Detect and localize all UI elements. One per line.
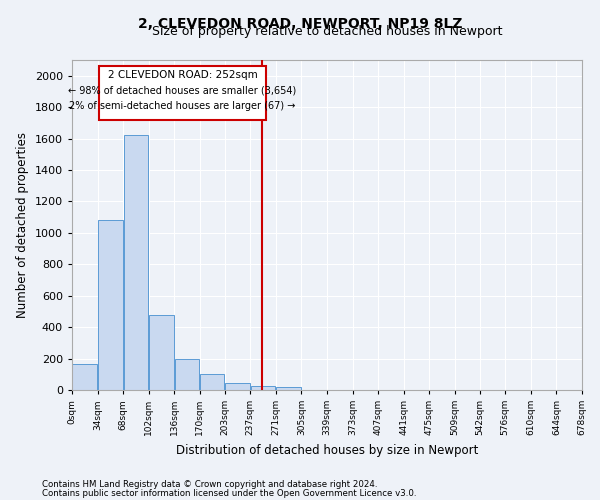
Bar: [98, 220, 123, 390]
Bar: [251, 386, 275, 390]
X-axis label: Distribution of detached houses by size in Newport: Distribution of detached houses by size …: [176, 444, 478, 456]
Y-axis label: Number of detached properties: Number of detached properties: [16, 132, 29, 318]
Text: 2 CLEVEDON ROAD: 252sqm: 2 CLEVEDON ROAD: 252sqm: [108, 70, 257, 80]
Bar: [149, 314, 174, 390]
Bar: [175, 358, 199, 390]
Bar: [225, 384, 250, 390]
Text: 2, CLEVEDON ROAD, NEWPORT, NP19 8LZ: 2, CLEVEDON ROAD, NEWPORT, NP19 8LZ: [138, 18, 462, 32]
Bar: [73, 364, 97, 390]
Bar: [124, 134, 148, 390]
Text: ← 98% of detached houses are smaller (3,654): ← 98% of detached houses are smaller (3,…: [68, 86, 297, 96]
Title: Size of property relative to detached houses in Newport: Size of property relative to detached ho…: [152, 25, 502, 38]
Text: Contains HM Land Registry data © Crown copyright and database right 2024.: Contains HM Land Registry data © Crown c…: [42, 480, 377, 489]
Bar: [276, 387, 301, 390]
FancyBboxPatch shape: [99, 66, 266, 120]
Text: Contains public sector information licensed under the Open Government Licence v3: Contains public sector information licen…: [42, 488, 416, 498]
Text: 2% of semi-detached houses are larger (67) →: 2% of semi-detached houses are larger (6…: [70, 101, 296, 111]
Bar: [200, 374, 224, 390]
